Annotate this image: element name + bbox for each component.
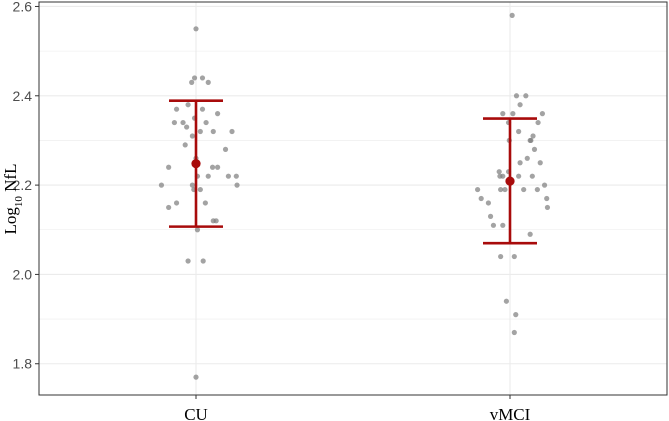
data-point	[544, 204, 551, 211]
y-axis-label-subscript: 10	[13, 196, 25, 208]
data-point	[487, 213, 494, 219]
data-point	[517, 102, 523, 108]
data-point	[180, 119, 186, 126]
x-category-label: CU	[184, 405, 208, 421]
data-point	[191, 75, 198, 81]
axis-layer: 1.8 2.0 2.2 2.4 2.6 CU vMCI	[13, 0, 531, 421]
data-point	[498, 186, 504, 193]
y-tick-label: 2.6	[13, 0, 33, 14]
mean-point	[505, 176, 515, 186]
data-point	[502, 186, 508, 193]
data-point	[166, 204, 172, 211]
data-point	[496, 169, 502, 175]
data-point	[189, 133, 195, 139]
y-tick-label: 2.0	[13, 266, 33, 282]
data-point	[500, 173, 506, 179]
data-point	[517, 160, 523, 166]
data-point	[215, 111, 221, 117]
x-category-label: vMCI	[490, 405, 531, 421]
data-point	[475, 186, 481, 193]
data-point	[205, 173, 211, 179]
data-point	[158, 182, 165, 188]
data-point	[233, 173, 239, 179]
data-point	[531, 146, 538, 152]
data-point	[199, 106, 206, 112]
data-point	[513, 93, 520, 99]
data-point	[193, 374, 199, 380]
data-point	[193, 26, 199, 32]
data-point	[513, 312, 519, 318]
data-point	[530, 133, 536, 139]
data-point	[478, 195, 484, 202]
data-point	[202, 200, 208, 206]
data-point	[189, 182, 195, 188]
data-point	[173, 200, 180, 206]
data-point	[523, 93, 529, 99]
data-point	[529, 173, 535, 179]
data-point	[539, 111, 546, 117]
data-point	[185, 102, 191, 108]
mean-point	[191, 159, 201, 169]
data-point	[544, 195, 550, 202]
data-point	[527, 231, 533, 237]
data-point	[182, 142, 188, 148]
data-point	[199, 75, 206, 81]
data-point	[197, 128, 203, 135]
y-axis-label-base: Log	[1, 207, 20, 235]
data-point	[197, 186, 203, 193]
data-point	[521, 186, 527, 193]
data-point	[185, 258, 191, 264]
data-point	[527, 137, 533, 144]
data-point	[503, 298, 509, 304]
data-point	[234, 182, 240, 188]
y-axis-label: Log10 NfL	[1, 164, 25, 235]
data-point	[510, 111, 516, 117]
data-point	[500, 222, 506, 228]
data-point	[498, 253, 504, 260]
points-layer	[158, 12, 551, 380]
data-point	[516, 128, 522, 135]
data-point	[173, 106, 180, 112]
data-point	[485, 200, 491, 206]
data-point	[222, 146, 229, 152]
y-tick-label: 2.4	[13, 88, 33, 104]
data-point	[500, 111, 506, 117]
data-point	[189, 79, 195, 85]
data-point	[200, 258, 206, 264]
data-point	[511, 329, 517, 336]
data-point	[209, 164, 216, 170]
data-point	[171, 119, 177, 126]
data-point	[213, 218, 219, 224]
data-point	[184, 124, 190, 130]
data-point	[516, 173, 522, 179]
data-point	[194, 227, 201, 233]
data-point	[535, 119, 541, 126]
data-point	[490, 222, 497, 228]
data-point	[225, 173, 231, 179]
data-point	[215, 164, 221, 170]
data-point	[537, 160, 543, 166]
data-point	[524, 155, 530, 161]
data-point	[541, 182, 548, 188]
grid-layer	[39, 2, 667, 395]
data-point	[166, 164, 172, 170]
plot-frame	[38, 1, 668, 396]
data-point	[229, 128, 235, 135]
data-point	[511, 253, 517, 260]
data-point	[534, 186, 540, 193]
data-point	[205, 79, 211, 85]
y-tick-label: 1.8	[13, 356, 33, 372]
data-point	[509, 12, 515, 18]
y-axis-label-suffix: NfL	[1, 164, 20, 197]
summary-layer	[169, 99, 537, 245]
data-point	[203, 119, 209, 126]
y-tick-label: 2.2	[13, 177, 33, 193]
data-point	[210, 128, 216, 135]
